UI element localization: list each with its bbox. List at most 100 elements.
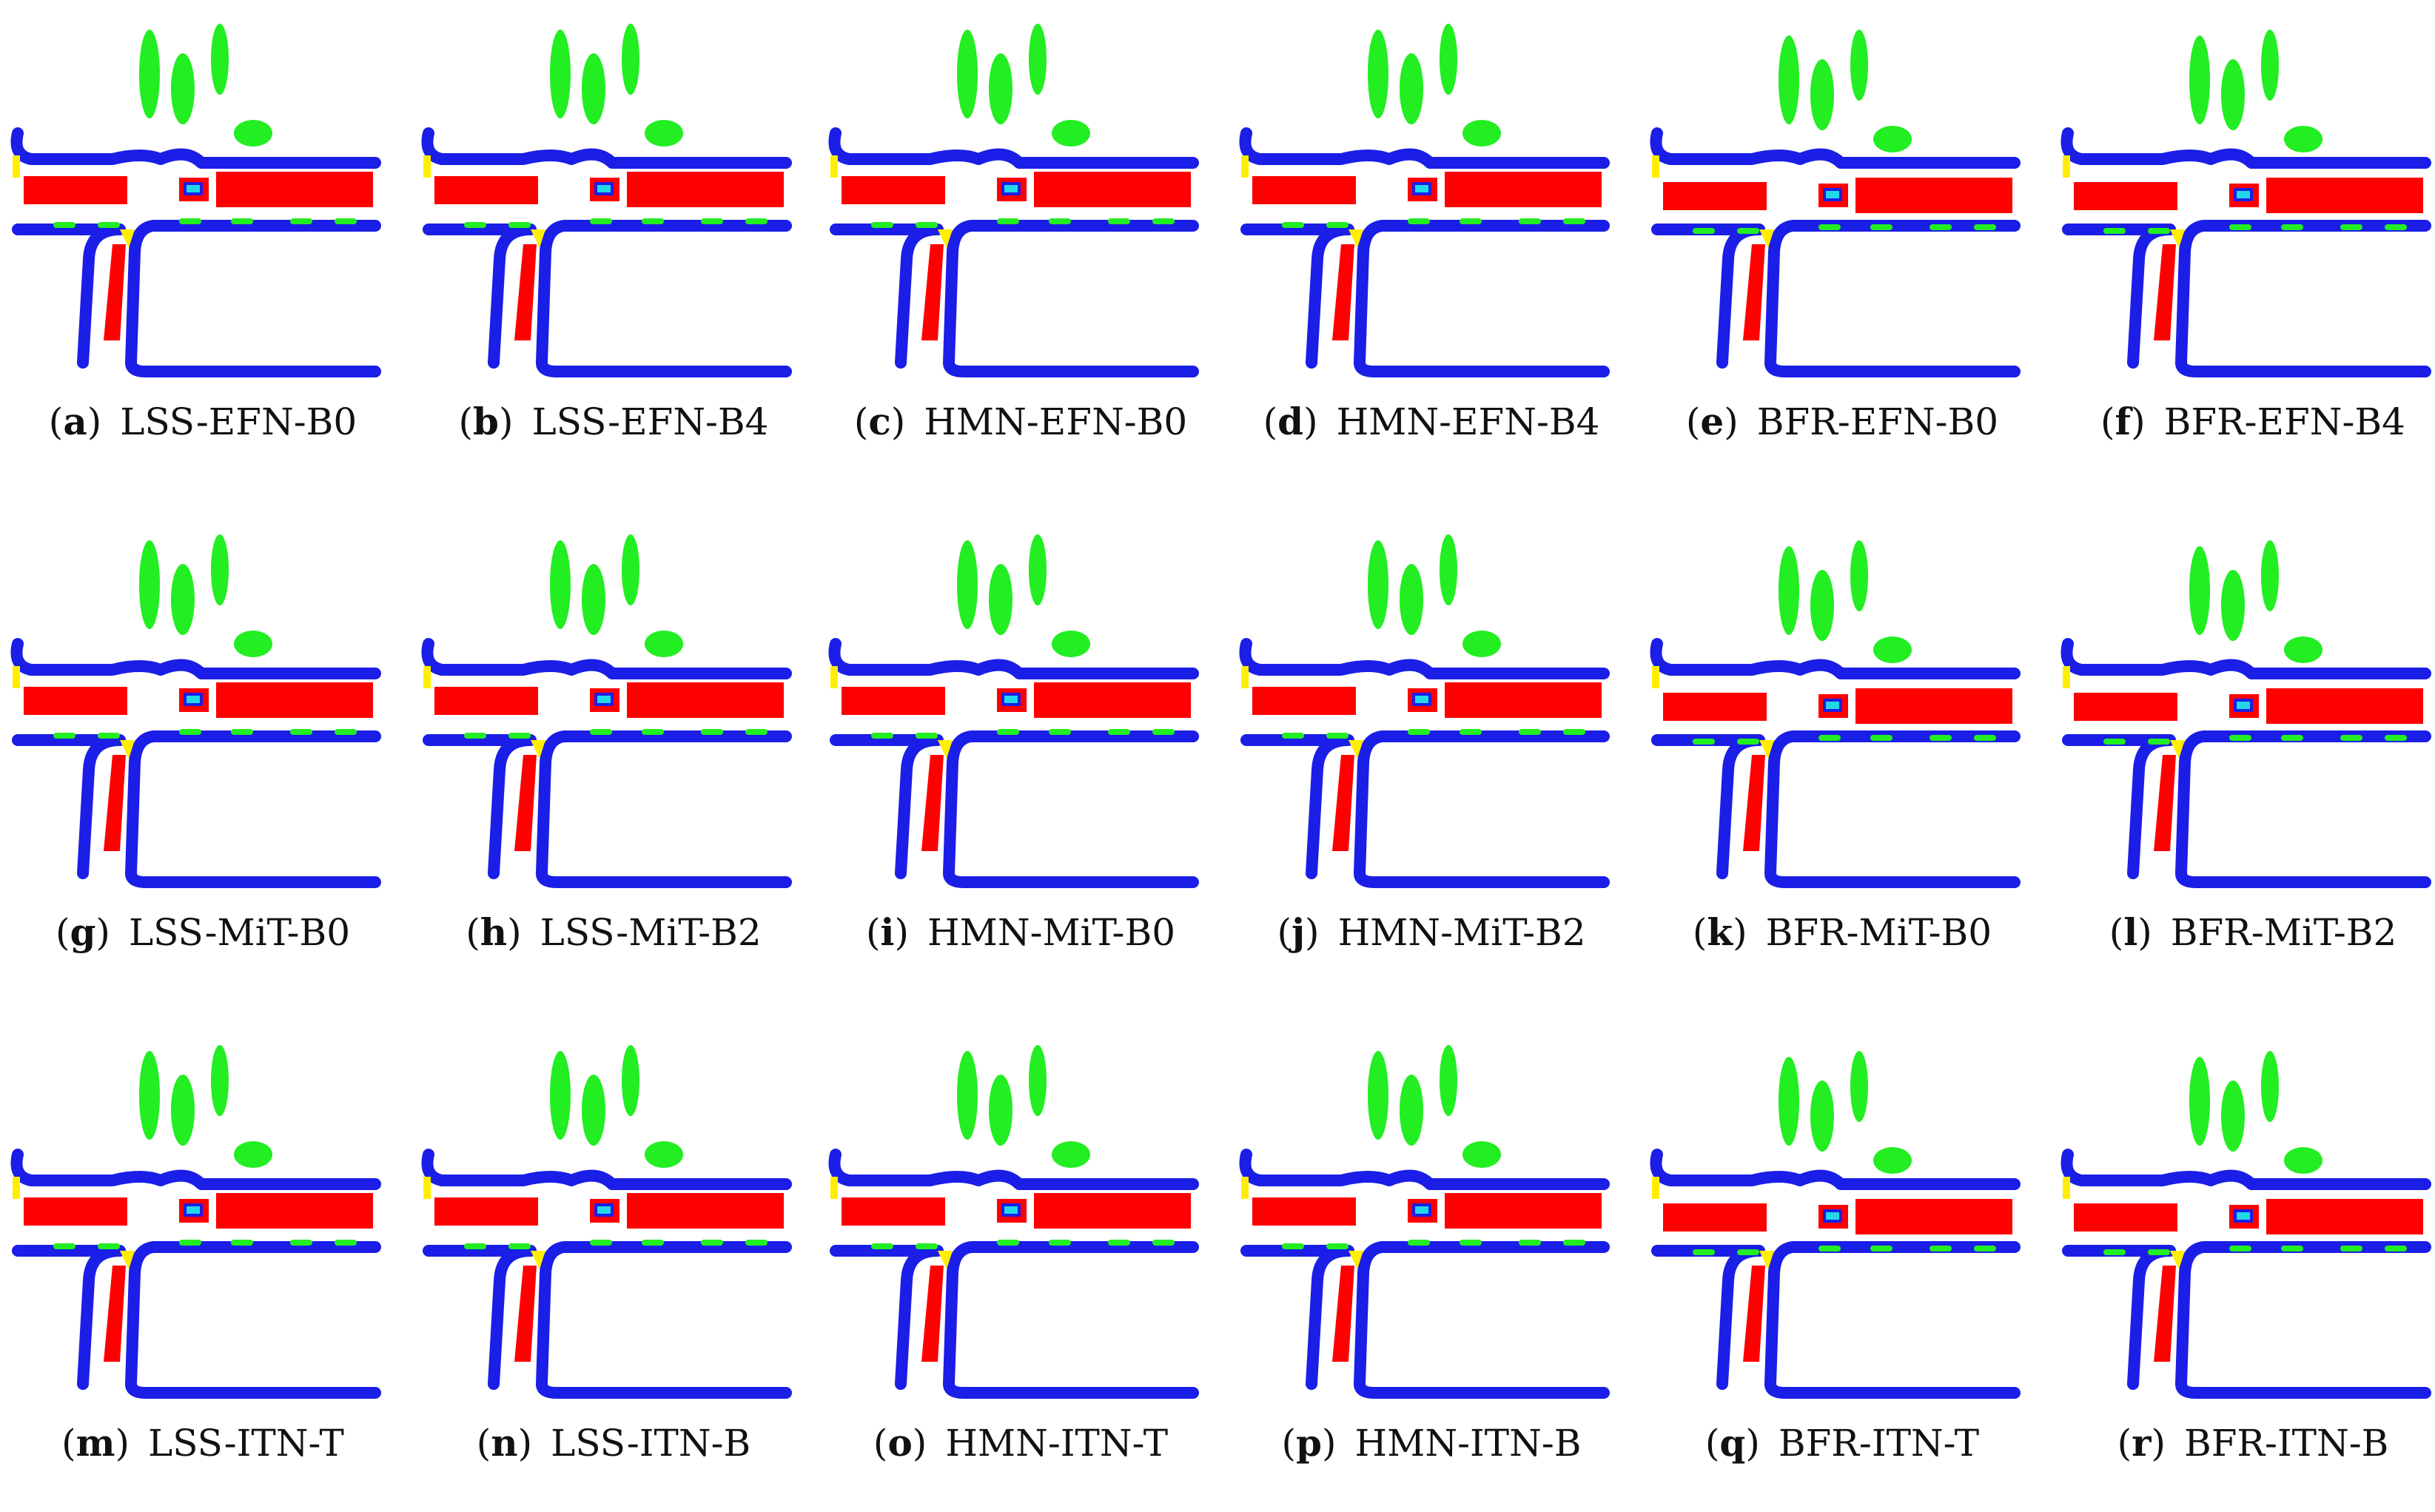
vegetation-blob <box>1368 1051 1388 1140</box>
vehicle-band-right <box>627 172 784 207</box>
panel-caption: (j) HMN-MiT-B2 <box>1229 910 1634 954</box>
vegetation-blob <box>1779 1057 1799 1146</box>
road-top <box>10 127 381 169</box>
segmentation-map <box>421 1045 792 1399</box>
vegetation-dash <box>1519 1240 1541 1246</box>
vegetation-dash <box>642 1240 664 1246</box>
road-top <box>421 1149 792 1190</box>
panel-f: (f) BFR-EFN-B4 <box>2050 7 2435 481</box>
vehicle-band-right <box>627 682 784 718</box>
segmentation-map <box>421 534 792 888</box>
vehicle-band-left <box>24 176 127 204</box>
caption-letter: g <box>70 910 96 954</box>
vegetation-blob <box>1850 1051 1868 1122</box>
vegetation-blob <box>645 1141 683 1168</box>
segmentation-map <box>2060 540 2431 888</box>
object-marker <box>1412 182 1431 195</box>
vegetation-dash <box>1519 729 1541 735</box>
vegetation-blob <box>2261 540 2279 611</box>
road-loop <box>2175 1241 2431 1399</box>
caption-letter: b <box>473 400 499 443</box>
vegetation-blob <box>1850 30 1868 101</box>
road-left <box>423 224 537 369</box>
object-marker <box>1823 188 1842 201</box>
caption-label: LSS-EFN-B4 <box>531 400 769 443</box>
vegetation-dash <box>1974 735 1996 741</box>
panel-d: (d) HMN-EFN-B4 <box>1229 7 1613 481</box>
caption-paren-open: ( <box>48 400 64 443</box>
vegetation-blob <box>1052 631 1090 657</box>
caption-paren-close: ) <box>2137 911 2171 954</box>
road-loop <box>943 220 1199 377</box>
vehicle-strip <box>2154 755 2176 851</box>
caption-paren-open: ( <box>873 1422 888 1465</box>
vegetation-dash <box>1408 1240 1430 1246</box>
object-marker <box>1823 1209 1842 1223</box>
caption-label: BFR-EFN-B4 <box>2163 400 2405 443</box>
vehicle-band-right <box>216 682 373 718</box>
vegetation-dash <box>2229 1246 2251 1251</box>
marking-left <box>423 155 431 178</box>
vegetation-blob <box>139 540 160 629</box>
caption-paren-open: ( <box>2109 911 2124 954</box>
caption-letter: l <box>2123 910 2138 954</box>
object-marker <box>1823 699 1842 712</box>
segmentation-map <box>828 1045 1199 1399</box>
vehicle-band-right <box>1855 1199 2012 1234</box>
panel-caption: (l) BFR-MiT-B2 <box>2050 910 2435 954</box>
vegetation-blob <box>1462 120 1501 147</box>
vegetation-dash <box>98 733 120 739</box>
vegetation-blob <box>2221 1081 2245 1152</box>
vegetation-dash <box>871 1243 893 1249</box>
vehicle-strip <box>514 244 537 340</box>
vegetation-dash <box>1818 1246 1841 1251</box>
vehicle-band-left <box>842 1197 945 1226</box>
vehicle-band-left <box>434 176 538 204</box>
vegetation-blob <box>1440 534 1457 605</box>
vegetation-blob <box>1368 30 1388 118</box>
road-loop <box>2175 220 2431 377</box>
vegetation-blob <box>234 120 272 147</box>
vehicle-strip <box>921 755 944 851</box>
road-loop <box>1764 730 2021 888</box>
vegetation-dash <box>642 729 664 735</box>
vegetation-blob <box>1400 53 1423 124</box>
road-loop <box>1764 1241 2021 1399</box>
panel-b: (b) LSS-EFN-B4 <box>411 7 796 481</box>
object-marker <box>2234 1209 2253 1223</box>
vegetation-dash <box>2103 1249 2126 1255</box>
vegetation-dash <box>916 222 938 228</box>
marking-left <box>830 1177 838 1199</box>
marking-left <box>1241 1177 1249 1199</box>
caption-paren-close: ) <box>517 1422 551 1465</box>
panel-p: (p) HMN-ITN-B <box>1229 1029 1613 1502</box>
vegetation-blob <box>139 1051 160 1140</box>
object-marker <box>594 1203 614 1217</box>
vegetation-dash <box>290 218 312 224</box>
vehicle-band-left <box>2074 1203 2177 1232</box>
vegetation-dash <box>98 222 120 228</box>
vegetation-dash <box>2385 1246 2407 1251</box>
object-marker <box>2234 188 2253 201</box>
vegetation-dash <box>53 733 75 739</box>
vegetation-dash <box>1326 1243 1349 1249</box>
object-marker <box>1412 693 1431 706</box>
vegetation-dash <box>179 729 201 735</box>
vegetation-dash <box>53 222 75 228</box>
vegetation-dash <box>2103 739 2126 745</box>
vegetation-dash <box>1818 735 1841 741</box>
vehicle-band-left <box>434 1197 538 1226</box>
vegetation-blob <box>1400 1075 1423 1146</box>
caption-label: BFR-EFN-B0 <box>1756 400 1999 443</box>
vehicle-strip <box>1332 244 1354 340</box>
road-top <box>2060 127 2431 169</box>
marking-left <box>1652 666 1659 688</box>
vehicle-band-right <box>627 1193 784 1229</box>
caption-paren-open: ( <box>2117 1422 2132 1465</box>
object-marker <box>184 1203 203 1217</box>
vegetation-blob <box>211 534 229 605</box>
segmentation-map <box>1239 534 1610 888</box>
panel-caption: (r) BFR-ITN-B <box>2050 1421 2435 1465</box>
panel-caption: (h) LSS-MiT-B2 <box>411 910 816 954</box>
marking-junction <box>1759 740 1774 759</box>
